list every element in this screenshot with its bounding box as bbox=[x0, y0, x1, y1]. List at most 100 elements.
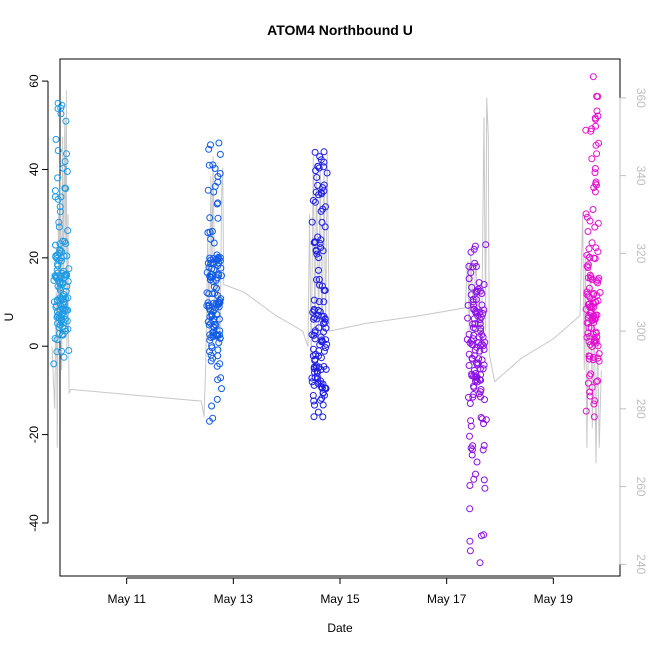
data-point bbox=[64, 227, 72, 235]
data-point bbox=[482, 241, 490, 249]
y2-tick-label: 320 bbox=[634, 243, 648, 263]
data-point bbox=[60, 300, 68, 308]
data-point bbox=[54, 174, 62, 182]
data-point bbox=[315, 254, 323, 262]
data-point bbox=[206, 307, 214, 315]
data-point bbox=[311, 314, 319, 321]
secondary-line-layer bbox=[51, 90, 602, 464]
data-point bbox=[584, 261, 592, 269]
data-point bbox=[480, 476, 488, 484]
data-point bbox=[216, 150, 224, 158]
data-point bbox=[317, 236, 325, 244]
data-point bbox=[476, 365, 484, 373]
y2-tick-label: 340 bbox=[634, 166, 648, 186]
data-point bbox=[54, 105, 62, 113]
data-point bbox=[589, 353, 597, 361]
data-point bbox=[588, 276, 596, 284]
data-point bbox=[320, 148, 328, 156]
data-point bbox=[55, 218, 63, 226]
data-point bbox=[320, 158, 328, 166]
data-point bbox=[60, 293, 67, 301]
data-point bbox=[52, 303, 60, 311]
data-point bbox=[54, 260, 61, 268]
data-point bbox=[467, 337, 475, 345]
data-point bbox=[53, 251, 61, 259]
data-point bbox=[319, 205, 327, 213]
data-point bbox=[217, 264, 225, 272]
data-point bbox=[213, 395, 221, 403]
data-point bbox=[466, 400, 474, 407]
data-point bbox=[592, 180, 600, 188]
data-point bbox=[214, 214, 222, 222]
data-point bbox=[62, 117, 70, 125]
data-point bbox=[63, 282, 71, 290]
data-point bbox=[476, 316, 484, 324]
y-tick-label: 0 bbox=[27, 343, 41, 350]
data-point bbox=[466, 339, 474, 347]
data-point bbox=[318, 218, 326, 226]
y2-tick-label: 360 bbox=[634, 88, 648, 108]
data-point bbox=[469, 298, 477, 306]
data-point bbox=[206, 331, 214, 339]
data-point bbox=[318, 384, 326, 392]
secondary-series-line bbox=[51, 90, 602, 464]
data-point bbox=[480, 442, 488, 449]
data-point bbox=[314, 311, 322, 319]
data-point bbox=[209, 278, 217, 286]
data-point bbox=[61, 315, 69, 323]
data-point bbox=[477, 388, 484, 396]
data-point bbox=[320, 328, 327, 336]
data-point bbox=[594, 93, 602, 100]
y-axis-label: U bbox=[2, 313, 16, 322]
data-point bbox=[585, 292, 593, 300]
y2-tick-label: 260 bbox=[634, 477, 648, 497]
data-point bbox=[583, 291, 591, 298]
data-point bbox=[468, 446, 476, 454]
data-point bbox=[322, 344, 329, 352]
y2-tick-label: 240 bbox=[634, 554, 648, 574]
data-point bbox=[472, 470, 479, 478]
data-point bbox=[582, 407, 590, 415]
data-point bbox=[56, 306, 64, 313]
data-point bbox=[311, 401, 318, 409]
data-point bbox=[315, 164, 323, 172]
data-point bbox=[56, 240, 64, 248]
data-point bbox=[594, 377, 602, 385]
data-point bbox=[310, 365, 318, 373]
data-point bbox=[465, 393, 472, 401]
data-point bbox=[64, 306, 72, 314]
data-point bbox=[216, 331, 223, 339]
data-point bbox=[585, 284, 593, 292]
data-point bbox=[591, 397, 599, 405]
data-point bbox=[208, 227, 216, 235]
data-point bbox=[310, 296, 318, 304]
data-point bbox=[316, 308, 324, 316]
data-point bbox=[472, 370, 480, 377]
data-point bbox=[323, 169, 331, 177]
data-point bbox=[57, 110, 65, 118]
x-tick-label: May 17 bbox=[427, 592, 467, 606]
data-point bbox=[216, 170, 224, 177]
data-point bbox=[593, 292, 601, 300]
data-point bbox=[314, 408, 322, 416]
data-point bbox=[588, 155, 596, 163]
data-point bbox=[315, 363, 323, 371]
data-point bbox=[320, 163, 328, 171]
data-point bbox=[592, 115, 599, 123]
data-point bbox=[477, 287, 484, 295]
data-point bbox=[465, 350, 473, 358]
data-point bbox=[471, 320, 479, 328]
data-point bbox=[473, 343, 480, 351]
data-point bbox=[320, 286, 328, 294]
data-point bbox=[65, 347, 73, 354]
data-point bbox=[595, 139, 603, 147]
data-point bbox=[203, 269, 211, 276]
data-point bbox=[586, 332, 594, 340]
data-point bbox=[464, 314, 472, 322]
data-point bbox=[478, 331, 486, 339]
data-point bbox=[593, 107, 601, 115]
data-point bbox=[313, 276, 320, 284]
data-point bbox=[309, 392, 317, 399]
data-point bbox=[54, 282, 62, 290]
